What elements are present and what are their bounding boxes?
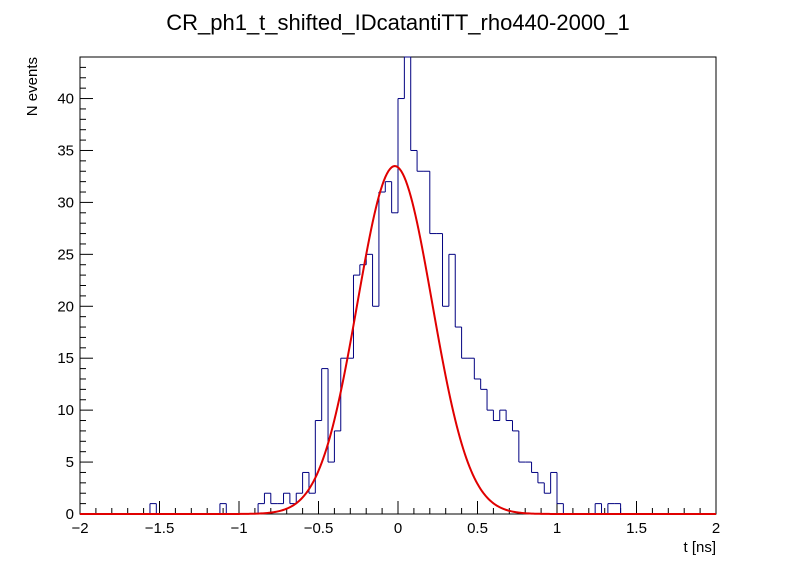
y-tick-label: 0 bbox=[66, 506, 74, 523]
y-tick-label: 40 bbox=[57, 91, 74, 108]
y-tick-label: 10 bbox=[57, 402, 74, 419]
x-axis: −2 −1.5 −1 −0.5 0 0.5 1 1.5 2 bbox=[71, 501, 720, 537]
x-tick-label: 0 bbox=[394, 520, 402, 537]
x-tick-label: 2 bbox=[712, 520, 720, 537]
x-tick-label: −0.5 bbox=[304, 520, 334, 537]
x-tick-label: −2 bbox=[71, 520, 88, 537]
x-tick-label: 1.5 bbox=[626, 520, 647, 537]
x-tick-label: 0.5 bbox=[467, 520, 488, 537]
x-tick-label: −1.5 bbox=[145, 520, 175, 537]
y-tick-label: 25 bbox=[57, 246, 74, 263]
x-axis-label: t [ns] bbox=[683, 539, 716, 556]
y-tick-label: 35 bbox=[57, 142, 74, 159]
x-tick-label: −1 bbox=[230, 520, 247, 537]
chart-title: CR_ph1_t_shifted_IDcatantiTT_rho440-2000… bbox=[166, 10, 630, 35]
y-tick-label: 30 bbox=[57, 194, 74, 211]
y-tick-label: 20 bbox=[57, 298, 74, 315]
y-tick-label: 15 bbox=[57, 350, 74, 367]
y-axis-label: N events bbox=[24, 57, 41, 116]
histogram-series bbox=[80, 56, 716, 515]
y-axis: 0 5 10 15 20 25 30 35 40 bbox=[57, 56, 93, 523]
gaussian-fit-curve bbox=[80, 165, 716, 515]
x-tick-label: 1 bbox=[553, 520, 561, 537]
y-tick-label: 5 bbox=[66, 454, 74, 471]
